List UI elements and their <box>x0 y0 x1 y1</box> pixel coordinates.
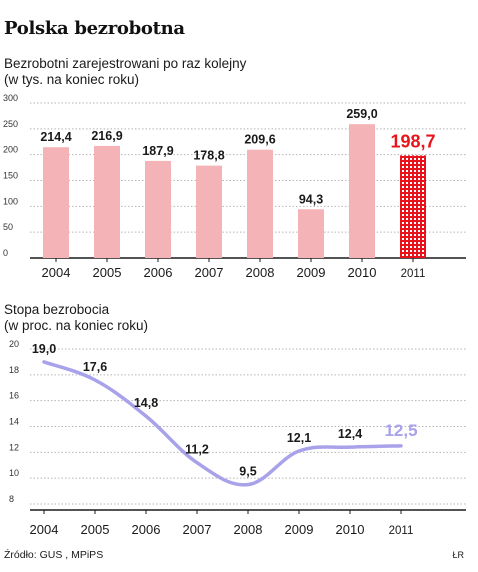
bar <box>94 145 120 258</box>
bar-y-tick-label: 100 <box>3 196 18 206</box>
line-value-label: 9,5 <box>239 465 256 479</box>
line-x-tick-label: 2009 <box>285 522 314 537</box>
bar <box>298 209 324 258</box>
bar-value-label: 187,9 <box>142 144 173 158</box>
line-y-tick-label: 12 <box>9 442 19 452</box>
bar-y-tick-label: 200 <box>3 145 18 155</box>
bar-x-tick-label: 2011 <box>401 268 426 280</box>
bar-value-label: 178,8 <box>193 149 224 163</box>
line-value-label: 12,1 <box>287 431 311 445</box>
bar <box>43 147 69 258</box>
bar <box>247 149 273 258</box>
bar-x-tick-label: 2005 <box>93 265 122 280</box>
bar-x-tick-label: 2010 <box>348 265 377 280</box>
line-x-tick-label: 2006 <box>132 522 161 537</box>
bar-x-tick-label: 2004 <box>42 265 71 280</box>
bar-highlighted <box>400 155 426 258</box>
bar-x-tick-label: 2007 <box>195 265 224 280</box>
line-value-label: 11,2 <box>185 443 209 457</box>
bar <box>196 165 222 258</box>
bar-chart-title: Bezrobotni zarejestrowani po raz kolejny <box>4 56 247 71</box>
line-chart-title: Stopa bezrobocia <box>4 302 110 317</box>
bar-value-label: 209,6 <box>244 133 275 147</box>
source-note: Źródło: GUS , MPiPS <box>4 549 104 561</box>
line-y-tick-label: 8 <box>9 494 14 504</box>
line-x-tick-label: 2010 <box>336 522 365 537</box>
page-title: Polska bezrobotna <box>4 18 185 39</box>
line-y-tick-label: 16 <box>9 391 19 401</box>
bar-x-tick-label: 2009 <box>297 265 326 280</box>
author-initials: ŁR <box>452 550 464 560</box>
bar <box>349 124 375 258</box>
bar-chart-subtitle: (w tys. na koniec roku) <box>4 72 140 87</box>
line-value-label: 12,5 <box>384 421 417 440</box>
bar-value-label: 216,9 <box>91 129 122 143</box>
line-x-tick-label: 2007 <box>183 522 212 537</box>
bar-y-tick-label: 300 <box>3 93 18 103</box>
line-y-tick-label: 10 <box>9 468 19 478</box>
bar-x-tick-label: 2006 <box>144 265 173 280</box>
bar-value-label: 198,7 <box>390 131 435 151</box>
line-x-tick-label: 2004 <box>30 522 59 537</box>
bar-value-label: 214,4 <box>40 130 71 144</box>
bar-y-tick-label: 50 <box>3 222 13 232</box>
line-x-tick-label: 2005 <box>81 522 110 537</box>
line-y-tick-label: 18 <box>9 365 19 375</box>
bar-chart: 0 50 100 150 200 250 300 214,4 2004 216,9 2005 187,… <box>3 93 466 280</box>
bar-y-tick-label: 0 <box>3 248 8 258</box>
bar-y-tick-label: 150 <box>3 171 18 181</box>
bar-value-label: 259,0 <box>346 107 377 121</box>
bar-value-label: 94,3 <box>299 192 323 206</box>
line-y-tick-label: 20 <box>9 339 19 349</box>
line-y-tick-label: 14 <box>9 417 19 427</box>
line-chart-subtitle: (w proc. na koniec roku) <box>4 318 149 333</box>
line-value-label: 17,6 <box>83 360 107 374</box>
line-series <box>42 360 403 487</box>
bar <box>145 160 171 258</box>
line-value-label: 14,8 <box>134 396 158 410</box>
bar-y-tick-label: 250 <box>3 119 18 129</box>
line-x-tick-label: 2008 <box>234 522 263 537</box>
line-x-tick-label: 2011 <box>389 525 414 537</box>
bar-x-tick-label: 2008 <box>246 265 275 280</box>
line-value-label: 19,0 <box>32 342 56 356</box>
line-value-label: 12,4 <box>338 427 362 441</box>
